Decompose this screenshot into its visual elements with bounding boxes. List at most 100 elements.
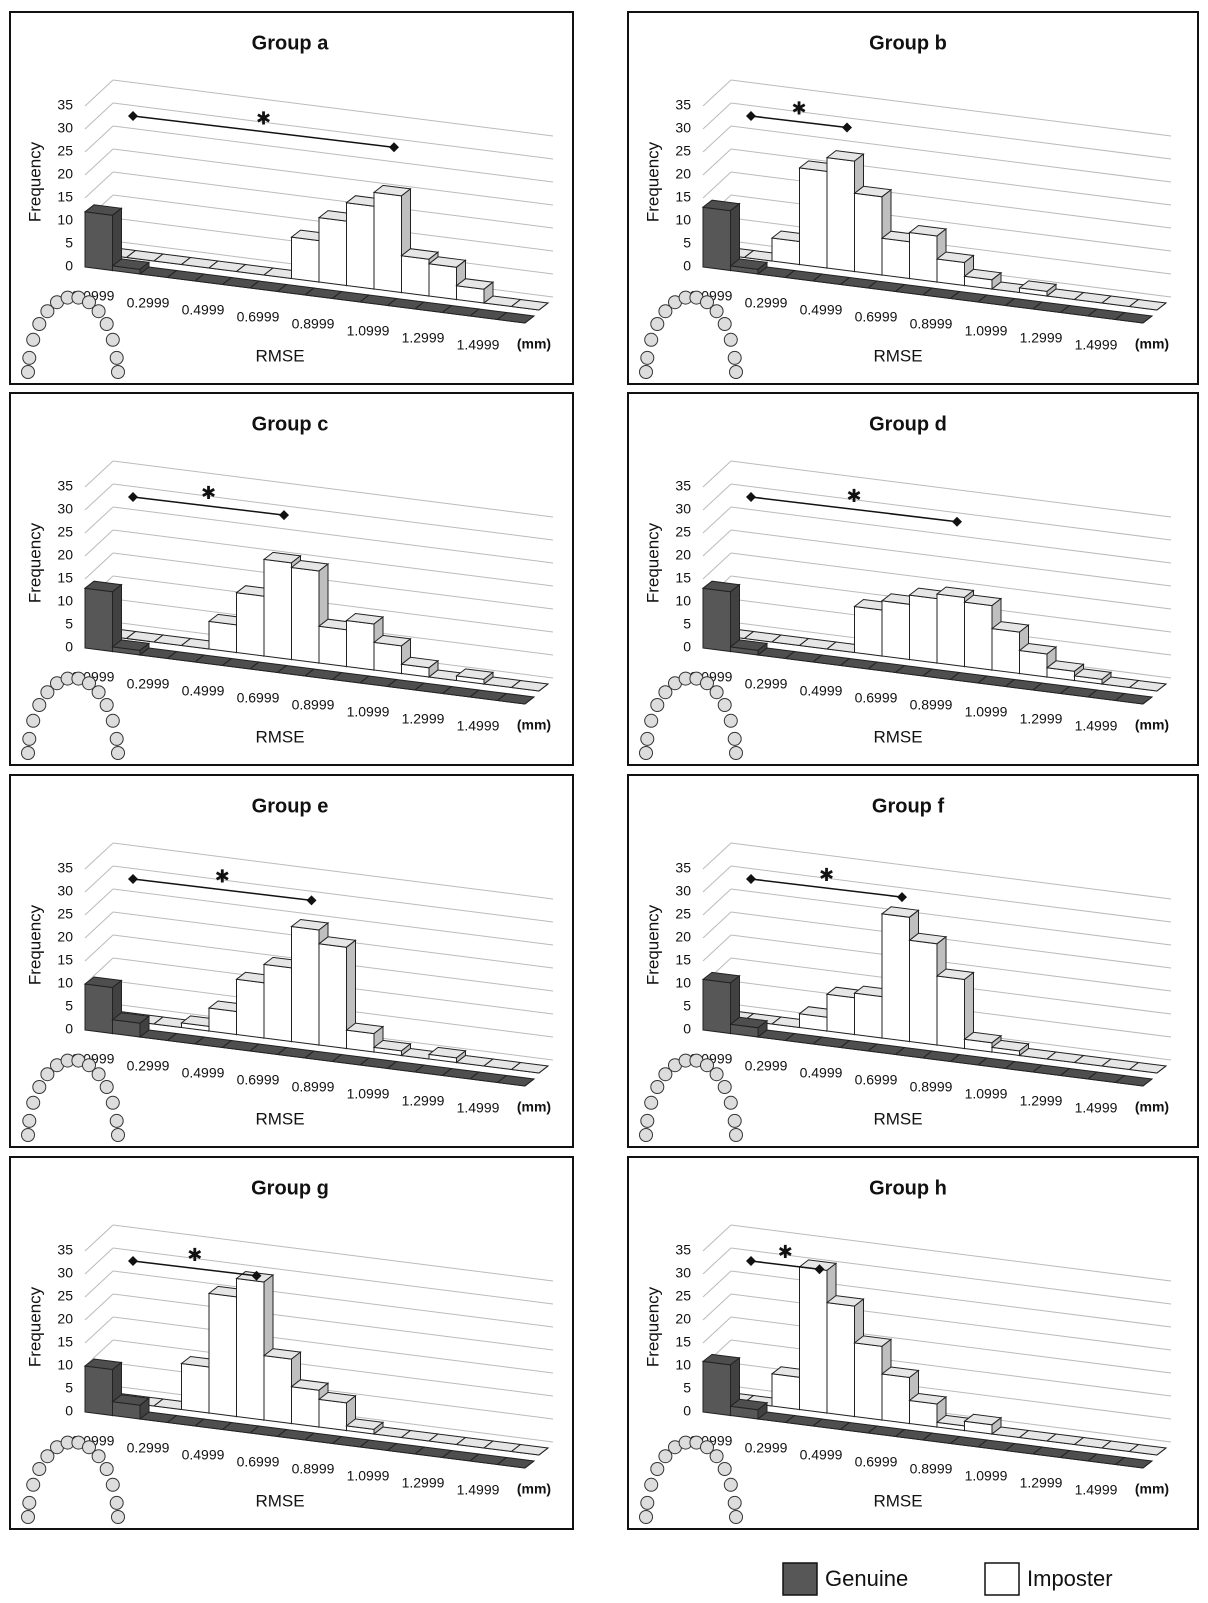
grid-line	[112, 888, 554, 946]
bar-front	[826, 157, 855, 273]
tooth	[109, 731, 124, 746]
x-tick-label: 1.4999	[1075, 337, 1118, 353]
y-tick-label: 25	[675, 906, 691, 922]
tooth	[32, 1080, 47, 1094]
bracket-end	[251, 1270, 262, 1281]
bar	[111, 639, 151, 657]
y-tick-label: 30	[675, 501, 691, 517]
y-tick-label: 15	[57, 570, 73, 586]
bar-front	[909, 939, 938, 1046]
x-unit: (mm)	[1135, 717, 1169, 733]
bar-side	[1156, 683, 1167, 692]
tooth	[105, 713, 120, 728]
significance-mark: ✱	[187, 1245, 202, 1265]
bracket	[132, 496, 285, 516]
tooth	[644, 1095, 659, 1110]
tooth	[717, 317, 732, 331]
x-tick-label: 0.2999	[127, 1440, 170, 1456]
bar	[496, 1074, 536, 1087]
x-tick-label: 0.2999	[745, 1440, 788, 1456]
grid-line	[702, 1316, 732, 1344]
y-tick-label: 35	[57, 860, 73, 876]
bar-front	[826, 1302, 855, 1418]
panel-title: Group b	[869, 32, 947, 54]
bar-front	[909, 231, 938, 283]
bar-front	[936, 975, 965, 1050]
grid-line	[112, 1270, 554, 1328]
tooth	[91, 1067, 106, 1082]
y-tick-label: 20	[675, 166, 691, 182]
bar-front	[881, 600, 910, 661]
bar-side	[538, 302, 549, 311]
tooth	[40, 1449, 55, 1464]
bar	[1018, 280, 1058, 298]
grid-line	[84, 171, 114, 199]
x-tick-label: 1.2999	[1020, 1475, 1063, 1491]
bracket-end	[897, 892, 907, 903]
tooth	[729, 746, 743, 760]
bracket-end	[746, 1256, 756, 1266]
panel-border	[9, 11, 574, 385]
tooth	[727, 350, 742, 365]
tooth	[82, 1058, 96, 1073]
bar	[372, 1039, 412, 1057]
panel-border	[9, 392, 574, 766]
grid-line	[84, 1339, 114, 1367]
bracket-end	[814, 1264, 825, 1275]
tooth	[650, 1080, 665, 1094]
y-tick-label: 35	[57, 1242, 73, 1258]
y-tick-label: 35	[57, 97, 73, 113]
bar-front	[208, 1292, 237, 1418]
bar-front	[881, 1373, 910, 1425]
bar	[510, 1443, 550, 1456]
bar-front	[799, 167, 828, 269]
bar-front	[428, 263, 457, 301]
x-tick-label: 1.2999	[402, 330, 445, 346]
grid-line	[84, 460, 114, 488]
x-tick-label: 0.4999	[800, 1447, 843, 1463]
bracket-end	[746, 492, 756, 502]
tooth	[639, 1128, 653, 1142]
significance-mark: ✱	[778, 1242, 793, 1262]
panel-title: Group h	[869, 1177, 947, 1199]
bar	[729, 1398, 769, 1421]
grid-line	[112, 483, 554, 541]
grid-line	[84, 1293, 114, 1321]
bar-side	[524, 1078, 535, 1087]
grid-line	[730, 842, 1172, 900]
tooth	[26, 713, 41, 728]
bar	[111, 1394, 151, 1421]
bar-front	[936, 258, 965, 287]
grid-line	[112, 506, 554, 564]
x-tick-label: 0.4999	[182, 302, 225, 318]
y-tick-label: 5	[65, 616, 73, 632]
bar	[729, 258, 769, 276]
bar-front	[318, 1398, 347, 1432]
tooth	[82, 295, 96, 310]
bar	[729, 639, 769, 657]
y-tick-label: 10	[57, 1357, 73, 1373]
bar	[729, 1016, 769, 1039]
bar-front	[84, 983, 113, 1035]
tooth	[709, 304, 724, 319]
x-tick-label: 0.8999	[292, 316, 335, 332]
significance-mark: ✱	[215, 866, 230, 886]
y-tick-label: 20	[675, 1311, 691, 1327]
tooth	[111, 1510, 125, 1524]
bar-front	[881, 913, 910, 1043]
bar-front	[854, 192, 883, 276]
bar-front	[291, 925, 320, 1046]
tooth	[658, 1067, 673, 1082]
y-tick-label: 35	[675, 478, 691, 494]
bar-front	[346, 202, 375, 290]
y-tick-label: 20	[57, 166, 73, 182]
grid-line	[730, 865, 1172, 923]
grid-line	[84, 888, 114, 916]
grid-line	[84, 125, 114, 153]
bar-front	[236, 592, 265, 657]
y-tick-label: 25	[675, 1288, 691, 1304]
bar-front	[702, 587, 731, 653]
x-tick-label: 1.4999	[1075, 1482, 1118, 1498]
tooth	[727, 731, 742, 746]
y-tick-label: 10	[675, 212, 691, 228]
